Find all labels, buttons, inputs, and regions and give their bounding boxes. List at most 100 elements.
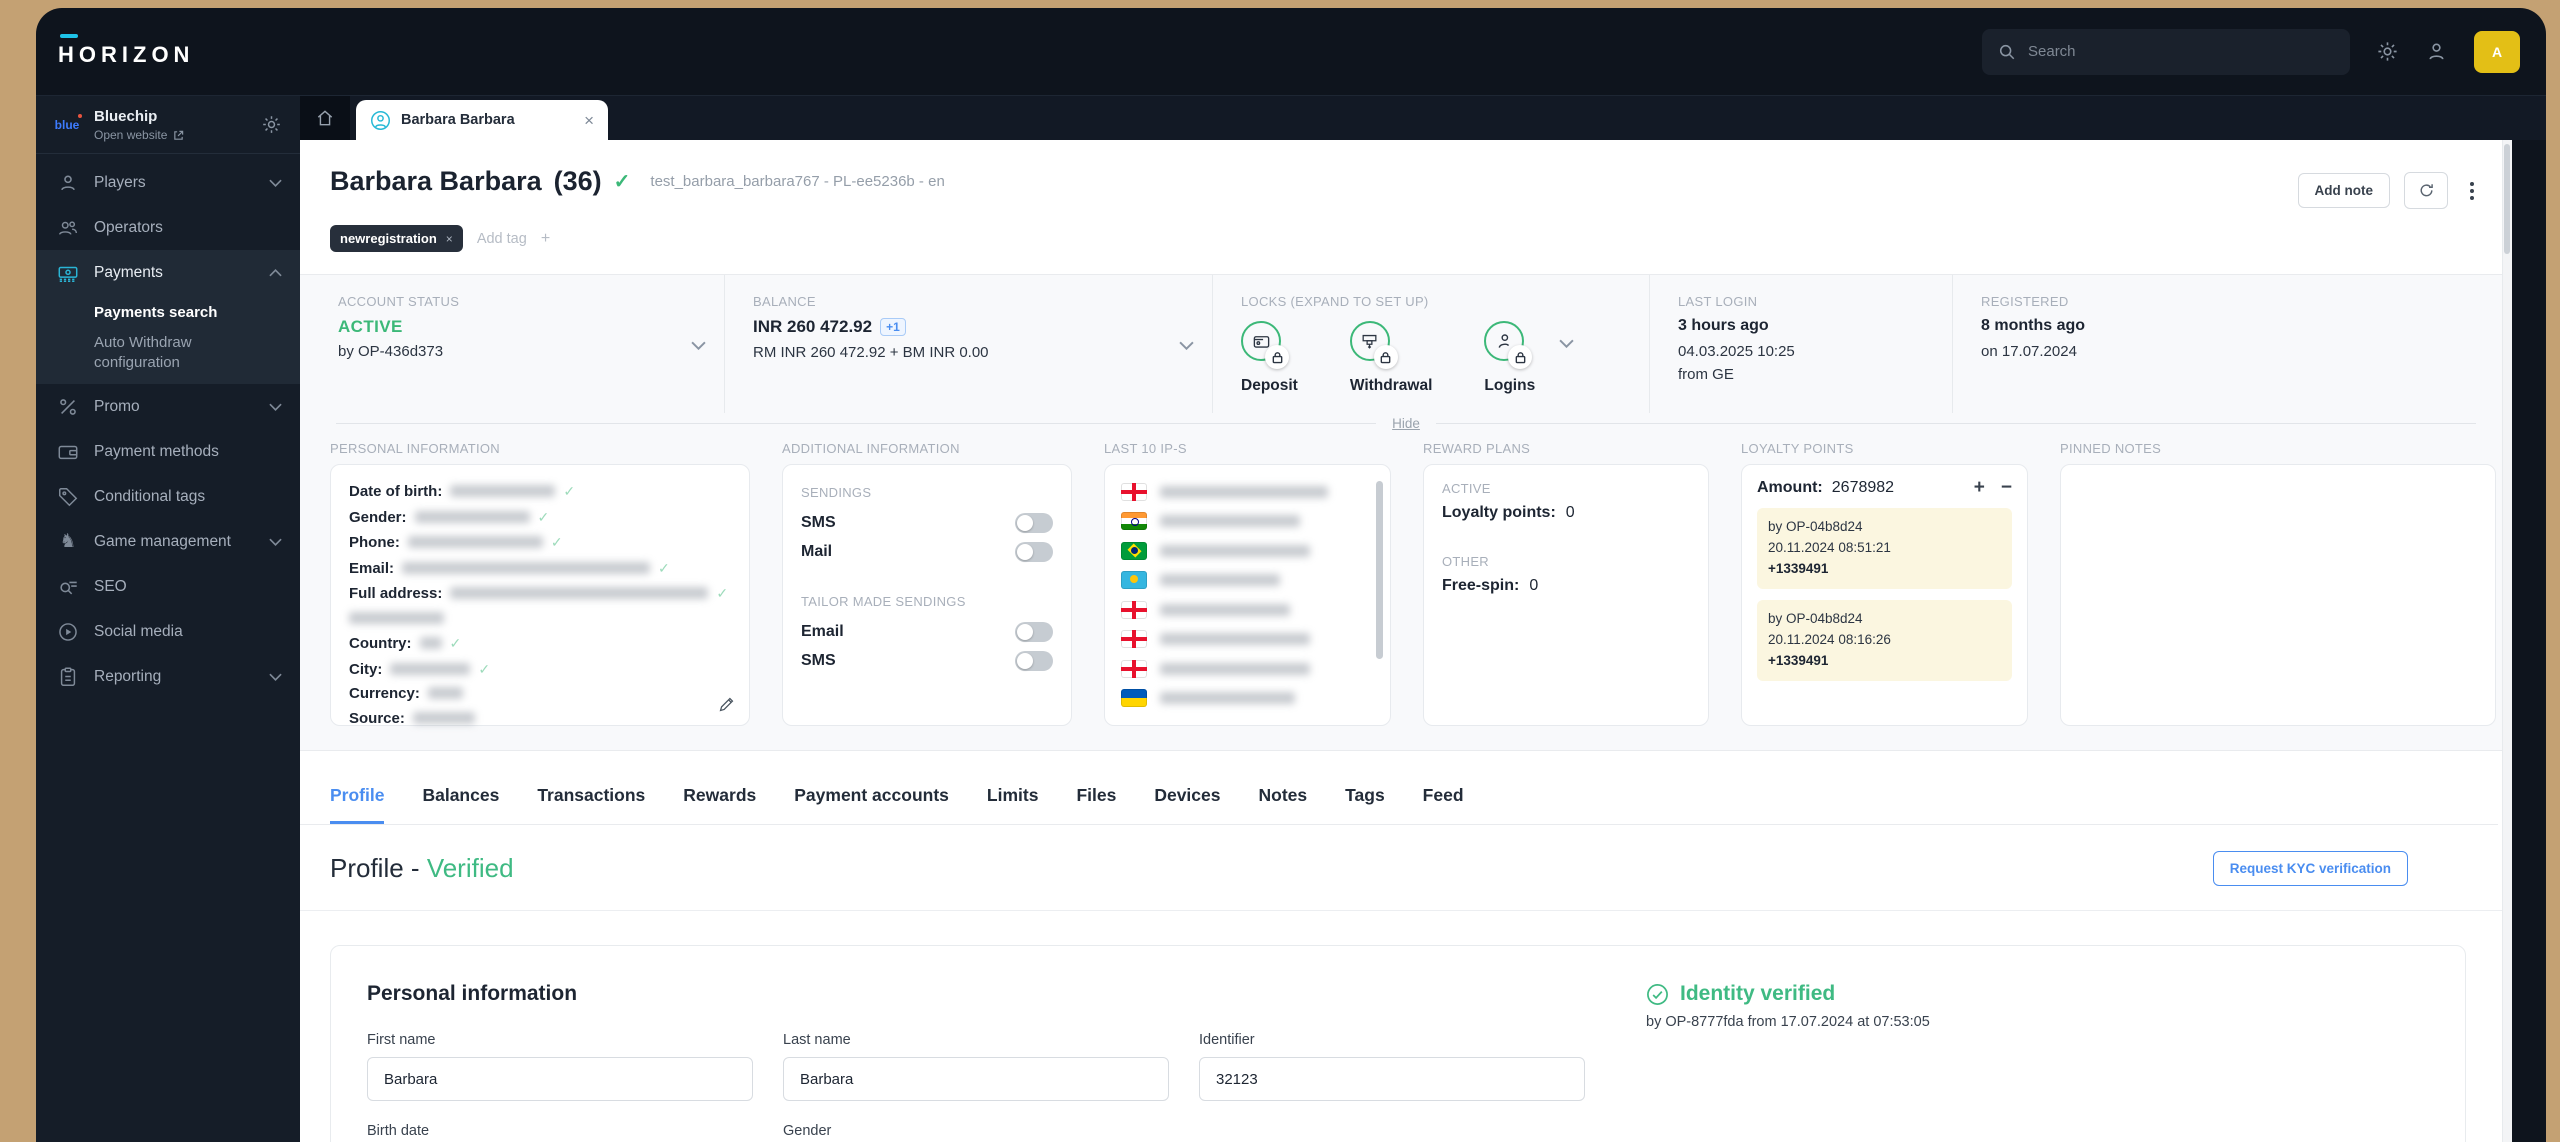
hide-link[interactable]: Hide xyxy=(1392,415,1420,431)
balance-breakdown: RM INR 260 472.92 + BM INR 0.00 xyxy=(753,344,989,361)
request-kyc-button[interactable]: Request KYC verification xyxy=(2212,851,2408,886)
country-flag-icon xyxy=(1121,600,1147,619)
tab-limits[interactable]: Limits xyxy=(986,785,1039,805)
scrollbar-thumb[interactable] xyxy=(1376,481,1383,659)
chevron-down-icon[interactable] xyxy=(1179,337,1194,355)
check-icon: ✓ xyxy=(449,635,462,651)
tab-title: Barbara Barbara xyxy=(401,112,515,128)
tab-rewards[interactable]: Rewards xyxy=(683,785,757,805)
tailor-email-toggle[interactable] xyxy=(1015,621,1053,642)
sidebar: blue Bluechip Open website Players xyxy=(36,96,300,1142)
logins-lock[interactable]: Logins xyxy=(1484,321,1535,395)
profile-person-icon[interactable] xyxy=(2425,40,2448,63)
sidebar-item-conditional-tags[interactable]: Conditional tags xyxy=(36,474,300,519)
account-status-value: ACTIVE xyxy=(338,317,403,336)
redacted-value xyxy=(412,711,475,724)
bluechip-logo: blue xyxy=(50,110,84,140)
refresh-button[interactable] xyxy=(2404,172,2448,209)
search-icon xyxy=(1998,43,2016,61)
sidebar-item-payments-search[interactable]: Payments search xyxy=(94,304,218,322)
tab-balances[interactable]: Balances xyxy=(422,785,500,805)
add-tag-placeholder[interactable]: Add tag xyxy=(476,230,527,247)
site-switcher[interactable]: blue Bluechip Open website xyxy=(36,96,300,154)
last-name-input[interactable] xyxy=(783,1057,1169,1101)
tab-payment-accounts[interactable]: Payment accounts xyxy=(794,785,949,805)
redacted-value xyxy=(402,561,651,574)
withdrawal-lock[interactable]: Withdrawal xyxy=(1349,321,1432,395)
tab-transactions[interactable]: Transactions xyxy=(537,785,646,805)
profile-tabs-section: Profile Balances Transactions Rewards Pa… xyxy=(300,751,2512,825)
deposit-lock[interactable]: Deposit xyxy=(1241,321,1298,395)
sidebar-item-auto-withdraw-configuration[interactable]: Auto Withdraw configuration xyxy=(94,334,192,371)
chevron-down-icon xyxy=(269,673,282,681)
redacted-ip xyxy=(1160,574,1280,587)
sidebar-item-game-management[interactable]: ♞ Game management xyxy=(36,519,300,564)
tab-notes[interactable]: Notes xyxy=(1258,785,1308,805)
remove-tag-icon[interactable]: × xyxy=(445,231,453,246)
chevron-down-icon xyxy=(269,403,282,411)
brand-text: HORIZON xyxy=(58,41,195,67)
sidebar-item-reporting[interactable]: Reporting xyxy=(36,654,300,699)
add-note-button[interactable]: Add note xyxy=(2297,173,2390,208)
tab-devices[interactable]: Devices xyxy=(1154,785,1221,805)
sidebar-item-seo[interactable]: SEO xyxy=(36,564,300,609)
tab-tags[interactable]: Tags xyxy=(1345,785,1385,805)
sms-toggle[interactable] xyxy=(1015,512,1053,533)
sidebar-item-players[interactable]: Players xyxy=(36,160,300,205)
sidebar-item-promo[interactable]: Promo xyxy=(36,384,300,429)
ip-list-item xyxy=(1121,684,1368,714)
sidebar-item-payment-methods[interactable]: Payment methods xyxy=(36,429,300,474)
check-icon: ✓ xyxy=(563,483,576,499)
add-tag-plus-icon[interactable]: + xyxy=(540,229,551,247)
first-name-input[interactable] xyxy=(367,1057,753,1101)
locks-panel[interactable]: LOCKS (EXPAND TO SET UP) Deposit xyxy=(1213,275,1650,413)
sidebar-item-operators[interactable]: Operators xyxy=(36,205,300,250)
home-button[interactable] xyxy=(300,96,350,140)
redacted-ip xyxy=(1160,603,1290,616)
last-login-datetime: 04.03.2025 10:25 xyxy=(1678,343,1795,360)
balance-panel[interactable]: BALANCE INR 260 472.92 +1 RM INR 260 472.… xyxy=(725,275,1213,413)
search-input[interactable] xyxy=(2028,43,2334,60)
account-status-panel[interactable]: ACCOUNT STATUS ACTIVE by OP-436d373 xyxy=(300,275,725,413)
tab-files[interactable]: Files xyxy=(1076,785,1117,805)
sidebar-item-social-media[interactable]: Social media xyxy=(36,609,300,654)
site-settings-gear-icon[interactable] xyxy=(261,114,282,135)
redacted-value xyxy=(450,587,709,599)
identifier-input[interactable] xyxy=(1199,1057,1585,1101)
sidebar-group-payments: Payments Payments search Auto Withdraw c… xyxy=(36,250,300,384)
user-avatar[interactable]: A xyxy=(2474,30,2520,73)
global-search[interactable] xyxy=(1982,28,2350,75)
player-identifiers: test_barbara_barbara767 - PL-ee5236b - e… xyxy=(650,173,945,190)
player-header: Barbara Barbara (36) ✓ test_barbara_barb… xyxy=(300,140,2512,209)
chess-knight-icon: ♞ xyxy=(59,531,77,552)
more-options-kebab-icon[interactable] xyxy=(2470,188,2474,193)
chevron-down-icon[interactable] xyxy=(691,337,706,355)
sidebar-item-payments[interactable]: Payments xyxy=(36,250,300,295)
tag-chip[interactable]: newregistration × xyxy=(330,225,463,252)
close-tab-icon[interactable]: × xyxy=(584,110,594,130)
content-scrollbar[interactable] xyxy=(2502,140,2512,1142)
redacted-value xyxy=(419,637,442,649)
registered-panel: REGISTERED 8 months ago on 17.07.2024 xyxy=(1953,275,2512,413)
tailor-sms-toggle[interactable] xyxy=(1015,650,1053,671)
sidebar-nav: Players Operators Payments Payments sear… xyxy=(36,154,300,699)
tag-row: newregistration × Add tag + xyxy=(300,209,2512,252)
edit-pencil-icon[interactable] xyxy=(718,696,735,713)
last-login-panel: LAST LOGIN 3 hours ago 04.03.2025 10:25 … xyxy=(1650,275,1953,413)
country-flag-icon xyxy=(1121,571,1147,590)
subtract-points-button[interactable]: − xyxy=(2000,477,2012,498)
mail-toggle[interactable] xyxy=(1015,541,1053,562)
scrollbar-thumb[interactable] xyxy=(2504,144,2510,254)
add-points-button[interactable]: + xyxy=(1973,477,1985,498)
player-tab[interactable]: Barbara Barbara × xyxy=(356,100,608,140)
clipboard-icon xyxy=(56,666,80,688)
banknote-icon xyxy=(56,262,80,284)
redacted-ip xyxy=(1160,692,1295,705)
open-website-link[interactable]: Open website xyxy=(94,128,184,142)
settings-gear-icon[interactable] xyxy=(2376,40,2399,63)
redacted-value xyxy=(407,536,543,548)
chevron-down-icon[interactable] xyxy=(1559,335,1574,353)
horizon-logo: HORIZON xyxy=(58,33,195,68)
tab-feed[interactable]: Feed xyxy=(1422,785,1464,805)
tab-profile[interactable]: Profile xyxy=(330,785,385,824)
